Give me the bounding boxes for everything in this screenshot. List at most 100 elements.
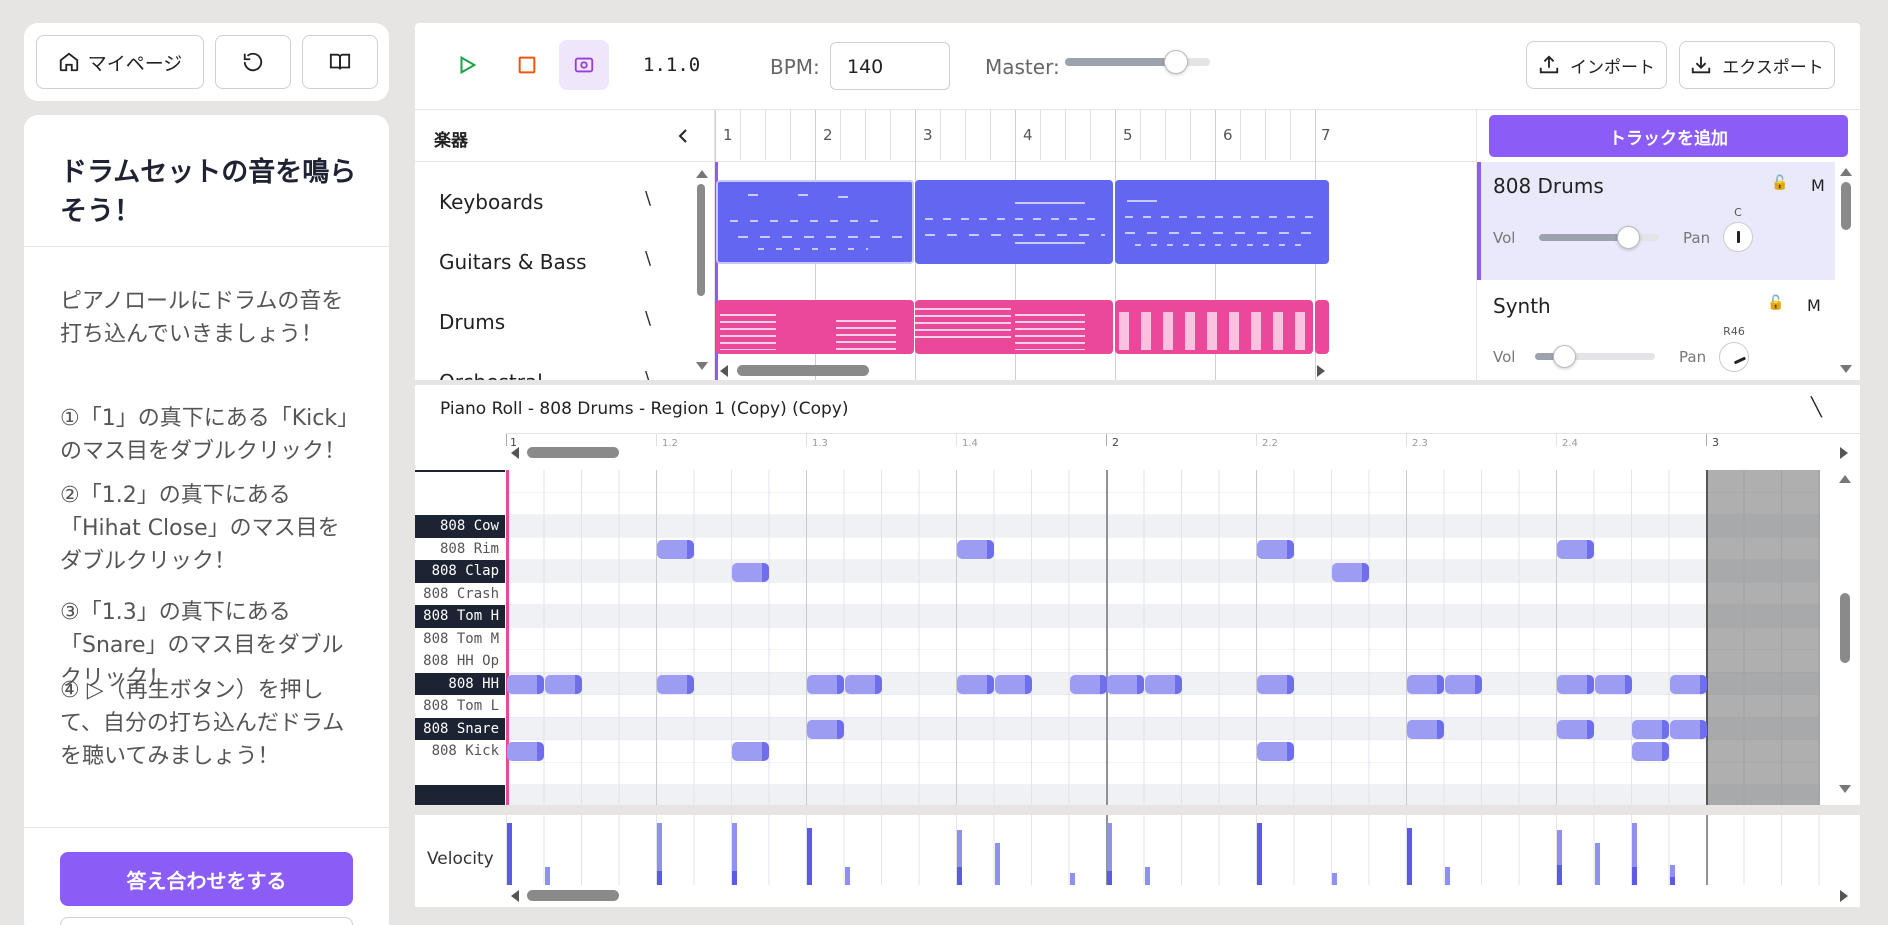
scroll-down-arrow[interactable] <box>1839 785 1851 793</box>
note-hh[interactable] <box>1670 675 1707 694</box>
scroll-down-arrow[interactable] <box>696 362 708 370</box>
note-hh[interactable] <box>657 675 694 694</box>
scroll-left-arrow[interactable] <box>511 890 519 902</box>
key-row[interactable] <box>415 492 505 515</box>
play-button[interactable] <box>445 43 489 87</box>
velocity-bar[interactable] <box>845 867 850 885</box>
velocity-bar[interactable] <box>545 867 550 885</box>
scroll-right-arrow[interactable] <box>1317 365 1325 377</box>
note-hh[interactable] <box>1595 675 1632 694</box>
velocity-bar[interactable] <box>1632 823 1637 885</box>
key-808-tom-h[interactable]: 808 Tom H <box>415 605 505 628</box>
note-hh[interactable] <box>1107 675 1144 694</box>
key-808-kick[interactable]: 808 Kick <box>415 740 505 763</box>
instrument-keyboards[interactable]: Keyboards <box>439 190 544 214</box>
key-row[interactable] <box>415 785 505 805</box>
piano-roll-top-hscrollbar[interactable] <box>506 445 1856 459</box>
note-rim[interactable] <box>957 540 994 559</box>
track-808-drums[interactable]: 808 Drums 🔓 M Vol Pan C <box>1477 162 1835 280</box>
mute-button[interactable]: M <box>1807 296 1821 315</box>
master-slider[interactable] <box>1065 50 1210 74</box>
instrument-drums-toggle[interactable]: \ <box>645 308 652 329</box>
key-808-hh-op[interactable]: 808 HH Op <box>415 650 505 673</box>
note-hh[interactable] <box>1445 675 1482 694</box>
track-scroll-thumb[interactable] <box>1841 182 1851 230</box>
piano-roll-vscroll-thumb[interactable] <box>1840 593 1850 663</box>
note-kick[interactable] <box>507 742 544 761</box>
piano-roll-playhead[interactable] <box>506 470 509 805</box>
note-hh[interactable] <box>957 675 994 694</box>
key-808-clap[interactable]: 808 Clap <box>415 560 505 583</box>
note-clap[interactable] <box>732 563 769 582</box>
record-button[interactable] <box>559 40 609 90</box>
velocity-bar[interactable] <box>1332 873 1337 885</box>
guide-button[interactable] <box>302 35 378 89</box>
piano-roll-close-button[interactable]: ╲ <box>1811 397 1822 418</box>
import-button[interactable]: インポート <box>1526 41 1667 89</box>
note-hh[interactable] <box>995 675 1032 694</box>
velocity-hscroll-thumb[interactable] <box>527 890 619 901</box>
velocity-bar[interactable] <box>1070 873 1075 885</box>
mute-button[interactable]: M <box>1811 176 1825 195</box>
master-slider-thumb[interactable] <box>1164 50 1188 74</box>
timeline-playhead[interactable] <box>715 162 718 380</box>
note-snare[interactable] <box>807 720 844 739</box>
timeline-ruler[interactable]: 1 2 3 4 5 6 7 <box>715 110 1491 162</box>
drums-region-4[interactable] <box>1315 300 1329 354</box>
instrument-scroll-thumb[interactable] <box>697 184 705 296</box>
volume-slider[interactable] <box>1535 345 1655 368</box>
track-synth[interactable]: Synth 🔓 M Vol Pan R46 <box>1477 280 1835 380</box>
velocity-hscrollbar[interactable] <box>506 888 1856 902</box>
timeline-hscroll-thumb[interactable] <box>737 365 869 376</box>
note-rim[interactable] <box>657 540 694 559</box>
velocity-bar[interactable] <box>1557 830 1562 885</box>
velocity-bar[interactable] <box>1257 823 1262 885</box>
note-hh[interactable] <box>507 675 544 694</box>
add-track-button[interactable]: トラックを追加 <box>1489 115 1848 157</box>
scroll-right-arrow[interactable] <box>1840 890 1848 902</box>
velocity-bar[interactable] <box>507 823 512 885</box>
check-answer-button[interactable]: 答え合わせをする <box>60 852 353 906</box>
velocity-bar[interactable] <box>1407 828 1412 885</box>
export-button[interactable]: エクスポート <box>1679 41 1835 89</box>
scroll-up-arrow[interactable] <box>696 170 708 178</box>
note-hh[interactable] <box>1407 675 1444 694</box>
key-808-tom-l[interactable]: 808 Tom L <box>415 695 505 718</box>
velocity-bar[interactable] <box>995 843 1000 885</box>
velocity-bar[interactable] <box>1145 867 1150 885</box>
note-grid[interactable] <box>506 470 1820 805</box>
key-808-hh[interactable]: 808 HH <box>415 672 505 695</box>
note-snare[interactable] <box>1557 720 1594 739</box>
key-808-snare[interactable]: 808 Snare <box>415 717 505 740</box>
collapse-instruments-button[interactable] <box>671 124 695 148</box>
key-808-rim[interactable]: 808 Rim <box>415 537 505 560</box>
drums-region-2[interactable] <box>915 300 1113 354</box>
volume-slider[interactable] <box>1539 226 1659 249</box>
velocity-bar[interactable] <box>1595 843 1600 885</box>
piano-roll-top-hscroll-thumb[interactable] <box>527 447 619 458</box>
key-row[interactable] <box>415 470 505 493</box>
note-rim[interactable] <box>1257 540 1294 559</box>
velocity-bar[interactable] <box>1107 823 1112 885</box>
note-hh[interactable] <box>1145 675 1182 694</box>
scroll-up-arrow[interactable] <box>1839 475 1851 483</box>
note-hh[interactable] <box>1070 675 1107 694</box>
note-clap[interactable] <box>1332 563 1369 582</box>
velocity-bar[interactable] <box>807 828 812 885</box>
velocity-bar[interactable] <box>657 823 662 885</box>
note-kick[interactable] <box>1257 742 1294 761</box>
instrument-drums[interactable]: Drums <box>439 310 506 334</box>
scroll-right-arrow[interactable] <box>1840 447 1848 459</box>
instrument-guitars-bass[interactable]: Guitars & Bass <box>439 250 587 274</box>
reset-button[interactable] <box>215 35 291 89</box>
velocity-bar[interactable] <box>732 823 737 885</box>
timeline-hscrollbar[interactable] <box>715 362 1491 378</box>
key-808-tom-m[interactable]: 808 Tom M <box>415 627 505 650</box>
pan-knob[interactable] <box>1723 222 1753 252</box>
note-kick[interactable] <box>1632 742 1669 761</box>
instrument-orchestral[interactable]: Orchestral <box>439 370 543 380</box>
instrument-scrollbar[interactable] <box>695 170 708 370</box>
pan-knob[interactable] <box>1719 342 1749 372</box>
mypage-button[interactable]: マイページ <box>36 35 204 89</box>
scroll-left-arrow[interactable] <box>511 447 519 459</box>
